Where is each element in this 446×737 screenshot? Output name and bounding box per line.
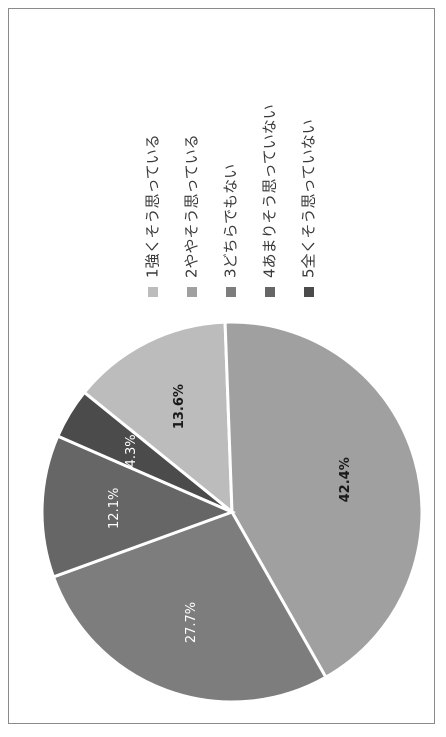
legend: 1強くそう思っている 2ややそう思っている 3どちらでもない 4あまりそう思っていない… (144, 104, 318, 297)
data-label-3: 27.7% (184, 602, 199, 643)
legend-swatch-3 (226, 287, 236, 297)
legend-label-3: 3どちらでもない (222, 164, 240, 278)
legend-swatch-2 (187, 287, 197, 297)
pie-slice-1 (82, 320, 234, 516)
data-label-5: 4.3% (124, 434, 139, 467)
legend-label-2: 2ややそう思っている (183, 134, 201, 278)
pie-slice-3 (51, 510, 328, 704)
pie-slices (40, 320, 424, 704)
pie-slice-5 (55, 390, 233, 514)
data-label-1: 13.6% (172, 384, 187, 429)
pie-slice-2 (223, 320, 424, 680)
legend-swatch-4 (265, 287, 275, 297)
legend-label-4: 4あまりそう思っていない (261, 104, 279, 278)
data-label-4: 12.1% (107, 488, 122, 529)
legend-label-1: 1強くそう思っている (144, 134, 162, 278)
data-label-2: 42.4% (338, 457, 353, 502)
data-labels: 13.6% 42.4% 27.7% 12.1% 4.3% (107, 384, 353, 643)
pie-slice-4 (40, 434, 237, 579)
legend-swatch-5 (304, 287, 314, 297)
legend-label-5: 5全くそう思っていない (300, 119, 318, 278)
legend-swatch-1 (148, 287, 158, 297)
